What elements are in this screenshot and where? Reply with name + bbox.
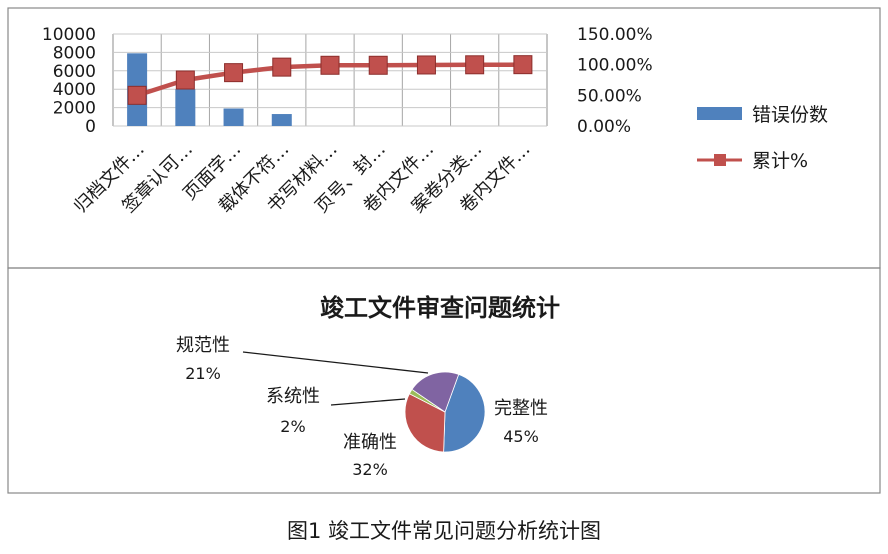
left-tick-label: 2000 bbox=[53, 99, 96, 119]
pareto-bars bbox=[127, 53, 292, 126]
cumulative-marker-5 bbox=[368, 55, 388, 75]
pie-pct-wanzhengxing: 45% bbox=[503, 427, 539, 446]
pie-pct-xitongxing: 2% bbox=[280, 417, 305, 436]
pie-label-guifanxing: 规范性 bbox=[176, 335, 230, 356]
pie-label-wanzhengxing: 完整性 bbox=[494, 398, 548, 419]
right-tick-label: 150.00% bbox=[577, 25, 653, 45]
cumulative-marker-8 bbox=[513, 55, 533, 75]
cumulative-marker-2 bbox=[224, 63, 244, 83]
category-labels: 归档文件…签章认可…页面字…载体不符…书写材料…页号、封…卷内文件…案卷分类…卷… bbox=[70, 139, 534, 217]
cumulative-marker-6 bbox=[416, 55, 436, 75]
right-tick-label: 50.00% bbox=[577, 86, 642, 106]
left-tick-label: 0 bbox=[85, 117, 96, 137]
pie-label-zhunquexing: 准确性 bbox=[343, 432, 397, 453]
leader-line-guifanxing bbox=[242, 351, 429, 374]
pie-label-xitongxing: 系统性 bbox=[266, 386, 320, 407]
legend-label-bar: 错误份数 bbox=[752, 104, 828, 126]
pareto-cumulative-line bbox=[127, 55, 533, 105]
right-tick-label: 0.00% bbox=[577, 117, 631, 137]
pie-slice-1 bbox=[404, 393, 446, 453]
cumulative-marker-4 bbox=[320, 55, 340, 75]
cumulative-marker-0 bbox=[127, 85, 147, 105]
legend-line-marker bbox=[714, 154, 726, 166]
legend-bar-swatch bbox=[697, 107, 742, 120]
legend-label-line: 累计% bbox=[752, 150, 808, 172]
left-tick-label: 6000 bbox=[53, 62, 96, 82]
legend: 错误份数 累计% bbox=[697, 104, 828, 172]
pie-slice-3 bbox=[411, 371, 460, 413]
figure-caption: 图1 竣工文件常见问题分析统计图 bbox=[287, 519, 601, 543]
pie-pct-zhunquexing: 32% bbox=[352, 460, 388, 479]
pie-slices bbox=[404, 371, 486, 453]
leader-line-xitongxing bbox=[330, 398, 406, 406]
right-tick-label: 100.00% bbox=[577, 56, 653, 76]
left-tick-label: 8000 bbox=[53, 43, 96, 63]
cumulative-marker-3 bbox=[272, 57, 292, 77]
left-tick-label: 4000 bbox=[53, 80, 96, 100]
pie-pct-guifanxing: 21% bbox=[185, 364, 221, 383]
pie-title: 竣工文件审查问题统计 bbox=[320, 293, 560, 322]
pie-chart-frame bbox=[7, 267, 881, 494]
cumulative-marker-7 bbox=[465, 55, 485, 75]
pareto-chart-frame bbox=[7, 7, 881, 269]
bar-2 bbox=[223, 108, 244, 126]
cumulative-marker-1 bbox=[175, 70, 195, 90]
pie-slice-0 bbox=[443, 373, 486, 453]
bar-3 bbox=[271, 114, 292, 126]
left-tick-label: 10000 bbox=[42, 25, 96, 45]
bar-1 bbox=[175, 89, 196, 126]
right-axis-ticks: 0.00% 50.00% 100.00% 150.00% bbox=[577, 25, 653, 137]
